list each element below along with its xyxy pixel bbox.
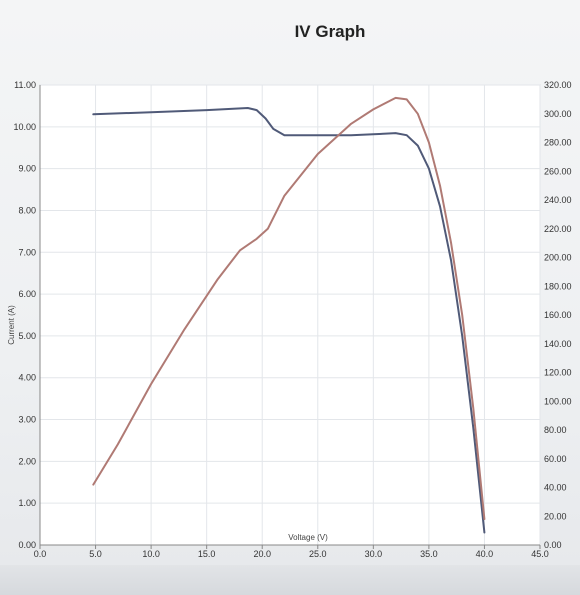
x-tick-label: 40.0 <box>476 549 494 559</box>
y2-tick-label: 140.00 <box>544 339 572 349</box>
series-lines <box>92 96 486 534</box>
y-tick-label: 4.00 <box>18 373 36 383</box>
y2-tick-label: 100.00 <box>544 396 572 406</box>
y-tick-label: 2.00 <box>18 456 36 466</box>
current-curve-line <box>92 107 486 534</box>
y2-tick-label: 160.00 <box>544 310 572 320</box>
y2-tick-label: 0.00 <box>544 540 562 550</box>
y2-tick-label: 260.00 <box>544 166 572 176</box>
y-tick-label: 5.00 <box>18 331 36 341</box>
y2-tick-label: 300.00 <box>544 109 572 119</box>
x-tick-label: 10.0 <box>142 549 160 559</box>
y2-tick-label: 240.00 <box>544 195 572 205</box>
y2-ticks: 0.00 20.00 40.00 60.00 80.00 100.00 120.00 140.… <box>544 80 572 550</box>
y-tick-label: 3.00 <box>18 415 36 425</box>
x-tick-label: 5.0 <box>89 549 102 559</box>
x-tick-label: 35.0 <box>420 549 438 559</box>
screen-bezel <box>0 565 580 595</box>
y-tick-label: 1.00 <box>18 498 36 508</box>
x-ticks: 0.0 5.0 10.0 15.0 20.0 25.0 30.0 35.0 40.0 45.0 <box>34 545 549 559</box>
x-axis-label: Voltage (V) <box>288 533 328 542</box>
y2-tick-label: 200.00 <box>544 253 572 263</box>
y2-tick-label: 80.00 <box>544 425 567 435</box>
x-tick-label: 45.0 <box>531 549 549 559</box>
y-tick-label: 7.00 <box>18 247 36 257</box>
y-ticks: 0.00 1.00 2.00 3.00 4.00 5.00 6.00 7.00 8.00 9.00… <box>13 80 36 550</box>
y2-tick-label: 180.00 <box>544 281 572 291</box>
power-curve-line <box>92 96 486 521</box>
x-tick-label: 15.0 <box>198 549 216 559</box>
axes <box>39 85 540 546</box>
y-axis-label: Current (A) <box>7 305 16 345</box>
x-tick-label: 25.0 <box>309 549 327 559</box>
plot-area <box>39 84 541 546</box>
y2-tick-label: 280.00 <box>544 138 572 148</box>
y-tick-label: 10.00 <box>13 122 36 132</box>
y-tick-label: 6.00 <box>18 289 36 299</box>
y-tick-label: 11.00 <box>14 80 36 90</box>
y2-tick-label: 120.00 <box>544 368 572 378</box>
x-tick-label: 0.0 <box>34 549 47 559</box>
y2-tick-label: 40.00 <box>544 483 567 493</box>
y-tick-label: 9.00 <box>18 164 36 174</box>
x-tick-label: 20.0 <box>253 549 271 559</box>
y2-tick-label: 320.00 <box>544 80 572 90</box>
chart-title: IV Graph <box>295 22 366 41</box>
y2-tick-label: 20.00 <box>544 511 567 521</box>
x-tick-label: 30.0 <box>365 549 383 559</box>
y-tick-label: 8.00 <box>18 205 36 215</box>
y2-tick-label: 220.00 <box>544 224 572 234</box>
y2-tick-label: 60.00 <box>544 454 567 464</box>
y-tick-label: 0.00 <box>18 540 36 550</box>
